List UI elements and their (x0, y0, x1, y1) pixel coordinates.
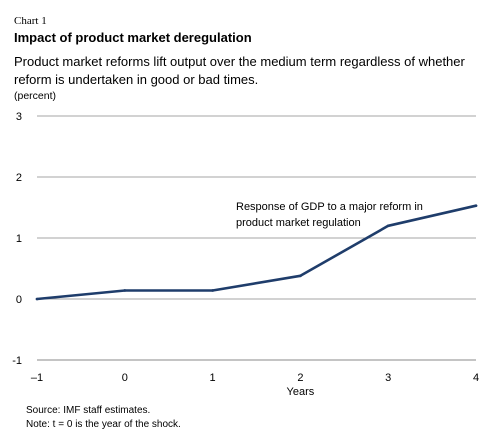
gdp-response-line (35, 204, 478, 301)
x-tick-label: 4 (473, 372, 479, 384)
x-tick-label: 0 (122, 372, 128, 384)
chart-subtitle: Product market reforms lift output over … (14, 54, 465, 87)
unit-label: (percent) (14, 90, 57, 102)
x-tick-label: –1 (31, 372, 43, 384)
chart-number: Chart 1 (14, 15, 47, 27)
data-point (35, 297, 39, 301)
y-tick-label: 1 (16, 233, 22, 245)
x-axis-label: Years (287, 386, 315, 398)
source-note: Source: IMF staff estimates. (26, 405, 151, 416)
y-tick-label: 0 (16, 294, 22, 306)
data-point (299, 274, 302, 278)
data-point (474, 204, 478, 207)
y-tick-label: 3 (16, 111, 22, 123)
y-tick-label: -1 (12, 355, 22, 367)
series-annotation: Response of GDP to a major reform in (236, 201, 423, 213)
notes: Source: IMF staff estimates. Note: t = 0… (26, 404, 181, 432)
footnote: Note: t = 0 is the year of the shock. (26, 419, 181, 430)
chart-title: Impact of product market deregulation (14, 30, 252, 45)
x-tick-label: 1 (210, 372, 216, 384)
x-tick-label: 3 (385, 372, 391, 384)
x-tick-label: 2 (297, 372, 303, 384)
y-tick-label: 2 (16, 172, 22, 184)
data-point (211, 289, 214, 292)
series-annotation: product market regulation (236, 217, 361, 229)
data-point (386, 224, 390, 228)
data-point (123, 289, 127, 292)
